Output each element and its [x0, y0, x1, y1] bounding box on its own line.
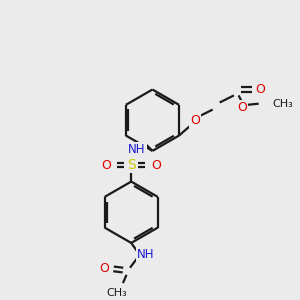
Text: O: O [99, 262, 109, 275]
Text: CH₃: CH₃ [273, 99, 294, 109]
Text: NH: NH [128, 143, 146, 156]
Text: O: O [237, 101, 247, 114]
Text: O: O [255, 83, 265, 96]
Text: O: O [190, 114, 200, 127]
Text: CH₃: CH₃ [107, 287, 128, 298]
Text: O: O [151, 158, 161, 172]
Text: NH: NH [136, 248, 154, 261]
Text: S: S [127, 158, 136, 172]
Text: O: O [101, 158, 111, 172]
